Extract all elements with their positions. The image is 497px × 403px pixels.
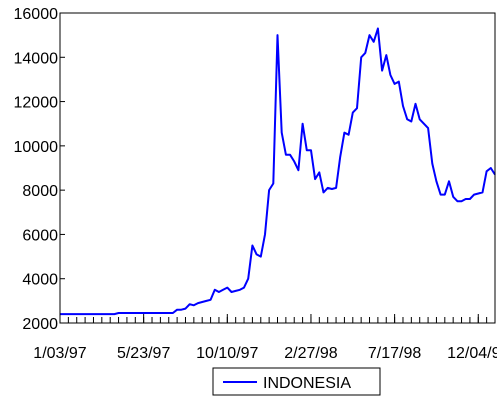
- legend-label: INDONESIA: [263, 375, 351, 392]
- x-tick-label: 1/03/97: [33, 345, 86, 362]
- x-tick-label: 12/04/98: [447, 345, 497, 362]
- y-tick-label: 4000: [22, 272, 58, 289]
- y-tick-label: 12000: [14, 95, 59, 112]
- plot-frame: [59, 12, 496, 324]
- y-tick-label: 10000: [14, 139, 59, 156]
- x-tick-label: 10/10/97: [196, 345, 258, 362]
- x-tick-label: 7/17/98: [368, 345, 421, 362]
- legend: INDONESIA: [212, 367, 381, 396]
- y-tick-label: 8000: [22, 183, 58, 200]
- x-tick-label: 5/23/97: [117, 345, 170, 362]
- series-line-indonesia: [60, 27, 496, 316]
- x-axis: 1/03/97 5/23/97 10/10/97 2/27/98 7/17/98 12/0…: [33, 314, 497, 362]
- y-tick-label: 6000: [22, 227, 58, 244]
- y-axis: 2000 4000 6000 8000 10000 12000 14000 16000: [14, 6, 65, 333]
- legend-box: [212, 367, 381, 396]
- y-tick-label: 16000: [14, 6, 59, 23]
- y-tick-label: 14000: [14, 50, 59, 67]
- x-tick-label: 2/27/98: [284, 345, 337, 362]
- series-layer: [60, 27, 496, 316]
- y-tick-label: 2000: [22, 316, 58, 333]
